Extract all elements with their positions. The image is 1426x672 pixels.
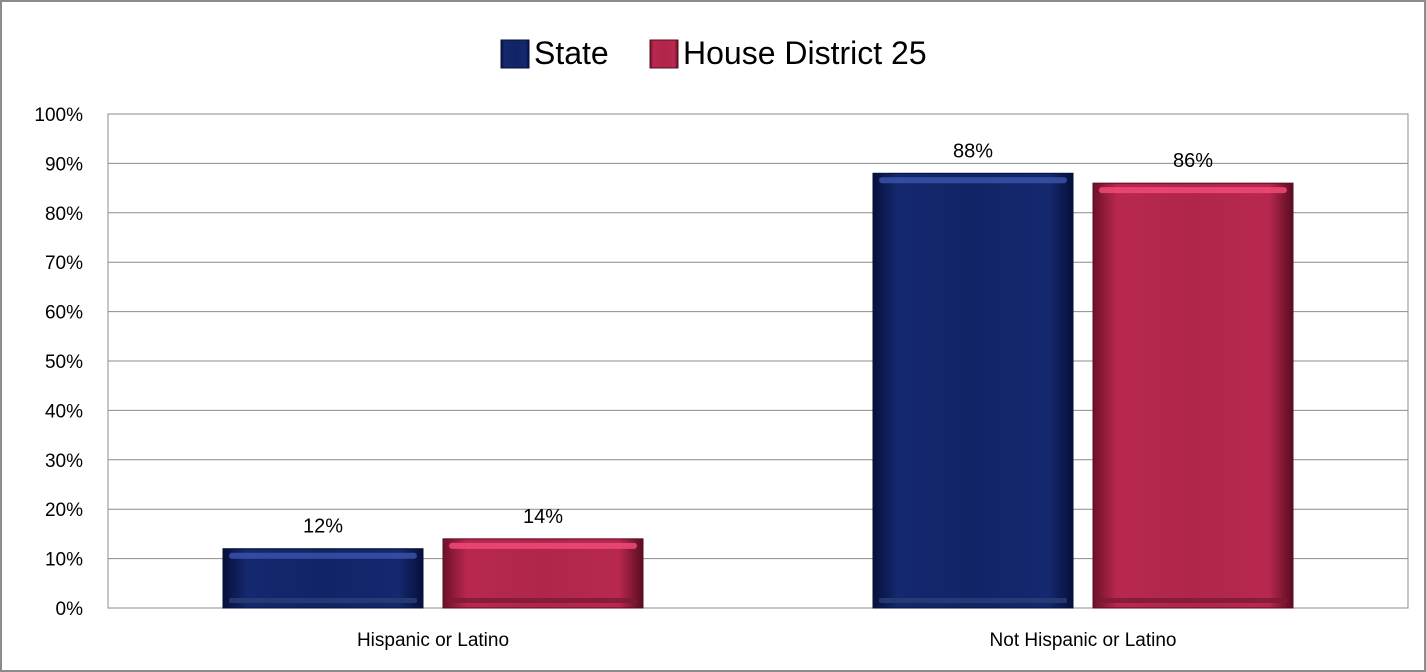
x-tick-label-not-hispanic-or-latino: Not Hispanic or Latino: [990, 630, 1177, 651]
data-label-state-hispanic-or-latino: 12%: [303, 516, 343, 538]
bar-highlight-house-district-25-hispanic-or-latino: [449, 542, 637, 549]
plot-area: 0% 10% 20% 30% 40% 50% 60% 70% 80% 90% 100% 12% 14%…: [34, 105, 1409, 651]
y-tick-label-70: 70%: [45, 253, 83, 274]
bar-highlight-state-hispanic-or-latino: [229, 552, 417, 559]
bar-house-district-25-hispanic-or-latino: [442, 538, 644, 609]
y-tick-label-90: 90%: [45, 154, 83, 175]
bar-shade-state-hispanic-or-latino: [229, 598, 417, 603]
bar-shade-house-district-25-hispanic-or-latino: [449, 598, 637, 603]
data-label-house-district-25-not-hispanic-or-latino: 86%: [1173, 150, 1213, 172]
bar-group-state-not-hispanic-or-latino: [872, 172, 1074, 609]
bar-shade-house-district-25-not-hispanic-or-latino: [1099, 598, 1287, 603]
legend-item-district: House District 25: [649, 35, 927, 71]
legend: State House District 25: [500, 35, 927, 71]
bar-group-state-hispanic-or-latino: [222, 548, 424, 609]
y-tick-label-100: 100%: [34, 105, 83, 126]
bar-house-district-25-not-hispanic-or-latino: [1092, 182, 1294, 609]
y-tick-label-20: 20%: [45, 500, 83, 521]
legend-label-state: State: [534, 35, 609, 71]
y-axis-ticks: 0% 10% 20% 30% 40% 50% 60% 70% 80% 90% 100%: [34, 105, 83, 620]
y-tick-label-40: 40%: [45, 401, 83, 422]
legend-swatch-state: [500, 39, 530, 69]
data-label-house-district-25-hispanic-or-latino: 14%: [523, 506, 563, 528]
y-tick-label-30: 30%: [45, 451, 83, 472]
y-tick-label-60: 60%: [45, 303, 83, 324]
bars: [222, 172, 1294, 609]
legend-swatch-district: [649, 39, 679, 69]
y-tick-label-80: 80%: [45, 204, 83, 225]
bar-state-not-hispanic-or-latino: [872, 172, 1074, 609]
x-tick-label-hispanic-or-latino: Hispanic or Latino: [357, 630, 509, 651]
y-tick-label-10: 10%: [45, 550, 83, 571]
bar-highlight-state-not-hispanic-or-latino: [879, 177, 1067, 184]
data-label-state-not-hispanic-or-latino: 88%: [953, 140, 993, 162]
data-labels: 12% 14% 88% 86%: [303, 140, 1213, 537]
bar-group-house-district-25-not-hispanic-or-latino: [1092, 182, 1294, 609]
bar-group-house-district-25-hispanic-or-latino: [442, 538, 644, 609]
legend-item-state: State: [500, 35, 609, 71]
x-axis-ticks: Hispanic or Latino Not Hispanic or Latino: [357, 630, 1177, 651]
y-tick-label-50: 50%: [45, 352, 83, 373]
legend-label-district: House District 25: [683, 35, 927, 71]
bar-highlight-house-district-25-not-hispanic-or-latino: [1099, 187, 1287, 194]
y-tick-label-0: 0%: [56, 599, 84, 620]
bar-shade-state-not-hispanic-or-latino: [879, 598, 1067, 603]
